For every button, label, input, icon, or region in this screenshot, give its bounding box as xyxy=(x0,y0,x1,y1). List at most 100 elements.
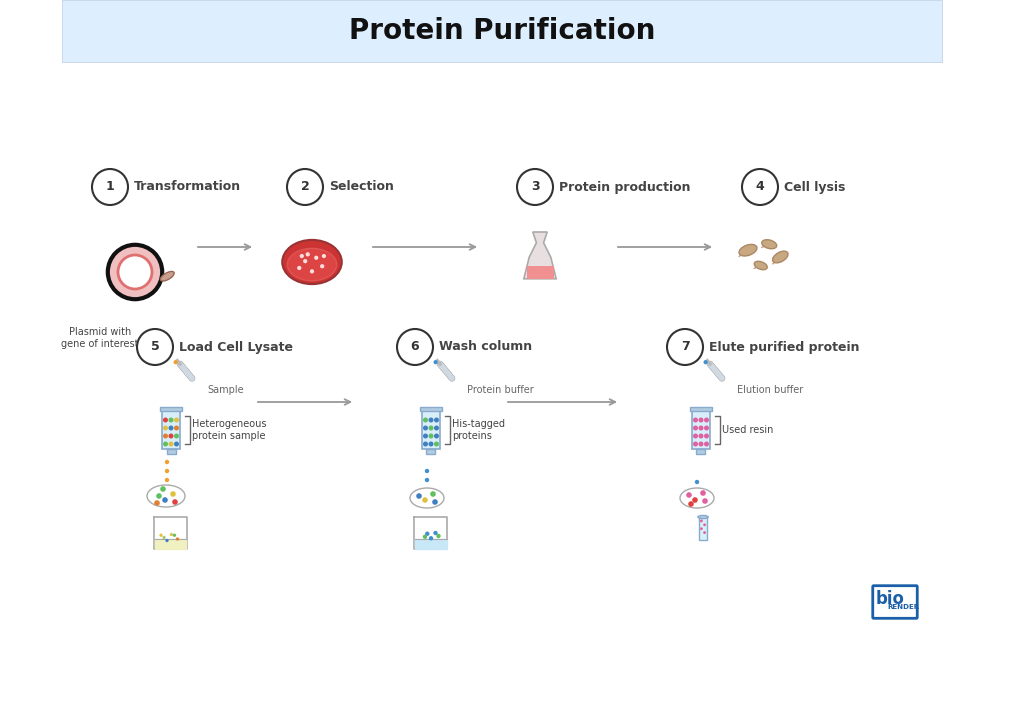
Circle shape xyxy=(423,425,428,430)
Circle shape xyxy=(162,497,168,503)
Circle shape xyxy=(428,425,433,430)
Circle shape xyxy=(434,417,439,422)
Polygon shape xyxy=(154,517,186,549)
Circle shape xyxy=(423,417,428,422)
Circle shape xyxy=(287,169,323,205)
Ellipse shape xyxy=(762,239,777,249)
Circle shape xyxy=(693,442,698,447)
Polygon shape xyxy=(416,539,446,549)
Circle shape xyxy=(173,360,178,364)
Circle shape xyxy=(163,425,168,430)
Circle shape xyxy=(698,434,703,439)
Ellipse shape xyxy=(739,244,757,256)
Circle shape xyxy=(169,442,173,447)
Circle shape xyxy=(163,536,166,539)
Circle shape xyxy=(428,417,433,422)
Circle shape xyxy=(397,329,433,365)
Circle shape xyxy=(667,329,703,365)
Circle shape xyxy=(432,499,438,505)
Circle shape xyxy=(170,491,176,497)
Text: Used resin: Used resin xyxy=(722,425,773,435)
Bar xyxy=(698,517,708,541)
Text: 3: 3 xyxy=(530,181,540,194)
Circle shape xyxy=(174,425,179,430)
Circle shape xyxy=(303,259,307,263)
Circle shape xyxy=(422,497,428,503)
Circle shape xyxy=(423,442,428,447)
Bar xyxy=(690,407,712,411)
Ellipse shape xyxy=(697,516,709,518)
Circle shape xyxy=(695,480,699,484)
Circle shape xyxy=(163,434,168,439)
Circle shape xyxy=(700,490,706,495)
Circle shape xyxy=(702,498,708,504)
Text: bio: bio xyxy=(876,589,904,607)
Circle shape xyxy=(703,425,709,430)
Circle shape xyxy=(314,256,318,260)
Ellipse shape xyxy=(755,261,767,270)
Circle shape xyxy=(160,486,166,492)
Circle shape xyxy=(423,434,428,439)
Circle shape xyxy=(693,434,698,439)
Circle shape xyxy=(165,539,169,542)
Circle shape xyxy=(425,469,429,473)
Circle shape xyxy=(310,269,314,273)
Circle shape xyxy=(92,169,128,205)
Circle shape xyxy=(169,425,173,430)
Circle shape xyxy=(700,520,702,522)
Circle shape xyxy=(434,434,439,439)
Circle shape xyxy=(425,531,429,536)
Polygon shape xyxy=(524,232,556,279)
Bar xyxy=(420,407,441,411)
Circle shape xyxy=(155,500,160,505)
Circle shape xyxy=(434,425,439,430)
Text: Load Cell Lysate: Load Cell Lysate xyxy=(179,341,293,353)
Text: Wash column: Wash column xyxy=(439,341,532,353)
Circle shape xyxy=(698,417,703,422)
Circle shape xyxy=(300,254,304,258)
Text: Elution buffer: Elution buffer xyxy=(737,385,803,395)
Circle shape xyxy=(169,417,173,422)
Text: Heterogeneous
protein sample: Heterogeneous protein sample xyxy=(193,419,266,441)
Circle shape xyxy=(433,360,437,364)
Circle shape xyxy=(703,523,706,526)
Circle shape xyxy=(165,478,169,483)
Text: Protein Purification: Protein Purification xyxy=(349,17,655,45)
Circle shape xyxy=(305,252,310,257)
Ellipse shape xyxy=(161,272,174,281)
Circle shape xyxy=(321,264,325,268)
Circle shape xyxy=(170,533,173,536)
Circle shape xyxy=(157,493,162,499)
Circle shape xyxy=(165,469,169,473)
Circle shape xyxy=(423,535,427,539)
Circle shape xyxy=(322,254,326,258)
Circle shape xyxy=(174,442,179,447)
Circle shape xyxy=(137,329,173,365)
Circle shape xyxy=(165,460,169,464)
Circle shape xyxy=(703,442,709,447)
Circle shape xyxy=(428,434,433,439)
Circle shape xyxy=(416,493,422,499)
Circle shape xyxy=(434,442,439,447)
Bar xyxy=(696,449,706,454)
Circle shape xyxy=(693,425,698,430)
FancyBboxPatch shape xyxy=(872,586,918,618)
Circle shape xyxy=(172,499,178,505)
Circle shape xyxy=(688,501,694,507)
Circle shape xyxy=(430,491,436,497)
Bar xyxy=(427,449,435,454)
Circle shape xyxy=(425,478,429,483)
Circle shape xyxy=(429,536,433,541)
Text: His-tagged
proteins: His-tagged proteins xyxy=(452,419,505,441)
Text: 7: 7 xyxy=(681,341,689,353)
Circle shape xyxy=(703,417,709,422)
Circle shape xyxy=(174,434,179,439)
Text: 4: 4 xyxy=(756,181,764,194)
Text: Protein buffer: Protein buffer xyxy=(467,385,534,395)
Circle shape xyxy=(297,266,301,270)
Circle shape xyxy=(163,417,168,422)
Polygon shape xyxy=(415,517,447,549)
Bar xyxy=(692,411,710,449)
Circle shape xyxy=(698,425,703,430)
Text: 1: 1 xyxy=(105,181,115,194)
